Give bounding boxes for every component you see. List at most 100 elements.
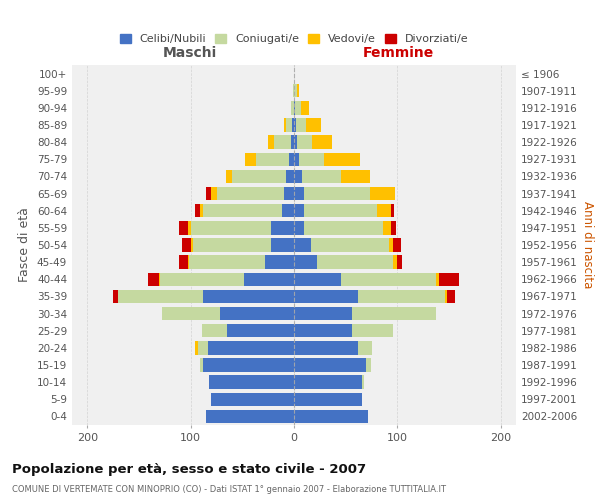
Bar: [294, 341, 358, 354]
Bar: [208, 341, 294, 354]
Text: Femmine: Femmine: [363, 46, 434, 60]
Bar: [445, 290, 447, 303]
Bar: [294, 238, 311, 252]
Bar: [393, 238, 401, 252]
Bar: [307, 118, 321, 132]
Bar: [271, 221, 294, 234]
Bar: [311, 238, 389, 252]
Bar: [294, 290, 358, 303]
Bar: [113, 290, 118, 303]
Bar: [341, 170, 370, 183]
Bar: [281, 204, 294, 218]
Bar: [304, 204, 377, 218]
Bar: [206, 187, 211, 200]
Bar: [294, 221, 304, 234]
Legend: Celibi/Nubili, Coniugati/e, Vedovi/e, Divorziati/e: Celibi/Nubili, Coniugati/e, Vedovi/e, Di…: [115, 29, 473, 48]
Bar: [182, 238, 191, 252]
Y-axis label: Anni di nascita: Anni di nascita: [581, 202, 594, 288]
Bar: [203, 204, 281, 218]
Bar: [211, 187, 217, 200]
Bar: [341, 272, 436, 286]
Bar: [202, 324, 227, 338]
Bar: [294, 187, 304, 200]
Bar: [297, 84, 299, 98]
Bar: [203, 358, 294, 372]
Bar: [304, 187, 370, 200]
Bar: [265, 256, 294, 269]
Bar: [227, 324, 294, 338]
Bar: [294, 118, 296, 132]
Bar: [245, 152, 256, 166]
Bar: [294, 358, 366, 372]
Bar: [274, 136, 291, 149]
Bar: [391, 204, 394, 218]
Bar: [436, 272, 439, 286]
Bar: [200, 204, 203, 218]
Bar: [370, 187, 395, 200]
Y-axis label: Fasce di età: Fasce di età: [19, 208, 31, 282]
Bar: [232, 170, 286, 183]
Bar: [193, 238, 271, 252]
Bar: [297, 136, 311, 149]
Bar: [294, 152, 299, 166]
Bar: [295, 101, 301, 114]
Bar: [179, 256, 188, 269]
Bar: [439, 272, 459, 286]
Bar: [294, 84, 297, 98]
Bar: [217, 187, 284, 200]
Bar: [198, 341, 208, 354]
Bar: [377, 204, 391, 218]
Text: Popolazione per età, sesso e stato civile - 2007: Popolazione per età, sesso e stato civil…: [12, 462, 366, 475]
Bar: [301, 101, 310, 114]
Bar: [294, 376, 362, 389]
Bar: [284, 187, 294, 200]
Bar: [289, 152, 294, 166]
Bar: [311, 136, 332, 149]
Bar: [366, 358, 371, 372]
Bar: [294, 410, 368, 423]
Bar: [362, 376, 364, 389]
Bar: [220, 307, 294, 320]
Bar: [391, 221, 396, 234]
Bar: [352, 307, 436, 320]
Bar: [160, 272, 244, 286]
Bar: [162, 307, 220, 320]
Bar: [191, 238, 193, 252]
Bar: [179, 221, 188, 234]
Bar: [291, 101, 294, 114]
Bar: [291, 136, 294, 149]
Bar: [358, 341, 373, 354]
Bar: [302, 170, 341, 183]
Bar: [389, 238, 393, 252]
Bar: [294, 136, 297, 149]
Bar: [191, 221, 271, 234]
Bar: [226, 170, 232, 183]
Bar: [294, 307, 352, 320]
Bar: [195, 341, 198, 354]
Bar: [148, 272, 159, 286]
Bar: [188, 221, 191, 234]
Bar: [268, 136, 274, 149]
Bar: [296, 118, 307, 132]
Bar: [294, 392, 362, 406]
Bar: [317, 256, 393, 269]
Bar: [200, 358, 203, 372]
Bar: [352, 324, 393, 338]
Bar: [393, 256, 397, 269]
Bar: [188, 256, 265, 269]
Bar: [383, 221, 391, 234]
Bar: [304, 221, 383, 234]
Bar: [358, 290, 445, 303]
Bar: [209, 376, 294, 389]
Bar: [211, 392, 294, 406]
Text: Maschi: Maschi: [163, 46, 217, 60]
Bar: [286, 118, 292, 132]
Bar: [203, 290, 294, 303]
Bar: [294, 204, 304, 218]
Bar: [299, 152, 324, 166]
Bar: [118, 290, 203, 303]
Bar: [447, 290, 455, 303]
Bar: [294, 170, 302, 183]
Bar: [159, 272, 160, 286]
Bar: [293, 84, 294, 98]
